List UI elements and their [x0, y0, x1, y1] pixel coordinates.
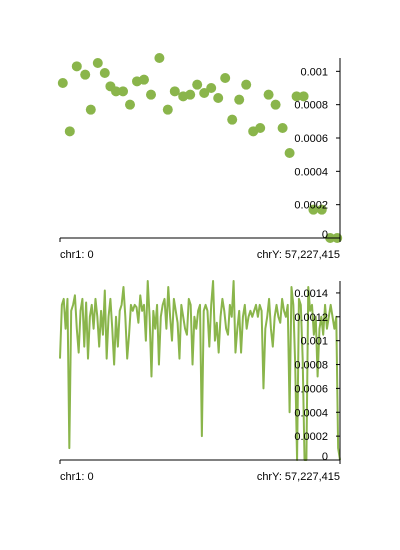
- data-point: [227, 114, 238, 125]
- data-point: [213, 93, 224, 103]
- scatter-panel: 0 0.0002 0.0004 0.0006 0.0008 0.001 chr1: 0 c…: [57, 53, 343, 261]
- x-start-label: chr1: 0: [60, 249, 94, 261]
- series-line: [59, 280, 341, 461]
- data-point: [185, 89, 196, 100]
- data-point: [199, 88, 210, 98]
- x-end-label: chrY: 57,227,415: [257, 249, 340, 261]
- data-point: [139, 74, 149, 85]
- data-point: [234, 94, 245, 105]
- y-tick-label: 0: [322, 451, 328, 463]
- y-tick-label: 0.0008: [294, 360, 328, 372]
- line-panel: 0 0.0002 0.0004 0.0006 0.0008 0.001 0.0012 0.00…: [59, 280, 341, 483]
- y-tick-label: 0.0006: [294, 133, 328, 145]
- data-point: [162, 104, 173, 115]
- y-tick-label: 0: [322, 229, 328, 241]
- data-point: [220, 73, 231, 83]
- data-point: [316, 204, 327, 215]
- data-point: [99, 68, 110, 78]
- scatter-points: [57, 53, 343, 243]
- y-tick-label: 0.0008: [294, 100, 328, 112]
- x-start-label: chr1: 0: [60, 471, 94, 483]
- data-point: [284, 148, 295, 158]
- y-tick-label: 0.0004: [294, 407, 328, 419]
- y-ticks: 0 0.0002 0.0004 0.0006 0.0008 0.001: [294, 66, 340, 241]
- data-point: [92, 58, 103, 68]
- y-tick-label: 0.001: [300, 66, 328, 78]
- data-point: [111, 86, 121, 97]
- data-point: [308, 204, 319, 215]
- data-point: [192, 79, 203, 90]
- y-tick-label: 0.001: [300, 336, 328, 348]
- data-point: [206, 83, 217, 93]
- data-point: [298, 91, 309, 102]
- data-point: [85, 104, 96, 115]
- y-tick-label: 0.0004: [294, 166, 328, 178]
- data-point: [169, 86, 180, 97]
- data-point: [263, 89, 274, 100]
- data-point: [241, 79, 252, 90]
- data-point: [255, 123, 266, 133]
- y-tick-label: 0.0002: [294, 200, 328, 212]
- data-point: [277, 123, 288, 133]
- data-point: [291, 91, 302, 102]
- data-point: [154, 53, 165, 63]
- data-point: [64, 126, 75, 137]
- data-point: [71, 61, 82, 72]
- data-point: [57, 78, 68, 88]
- data-point: [146, 89, 156, 100]
- x-end-label: chrY: 57,227,415: [257, 471, 340, 483]
- data-point: [270, 99, 281, 110]
- data-point: [118, 86, 128, 97]
- y-ticks: 0 0.0002 0.0004 0.0006 0.0008 0.001 0.0012 0.00…: [294, 288, 340, 463]
- y-tick-label: 0.0006: [294, 383, 328, 395]
- y-tick-label: 0.0014: [294, 288, 328, 300]
- y-tick-label: 0.0012: [294, 312, 328, 324]
- data-point: [125, 99, 135, 110]
- data-point: [80, 69, 91, 80]
- y-tick-label: 0.0002: [294, 431, 328, 443]
